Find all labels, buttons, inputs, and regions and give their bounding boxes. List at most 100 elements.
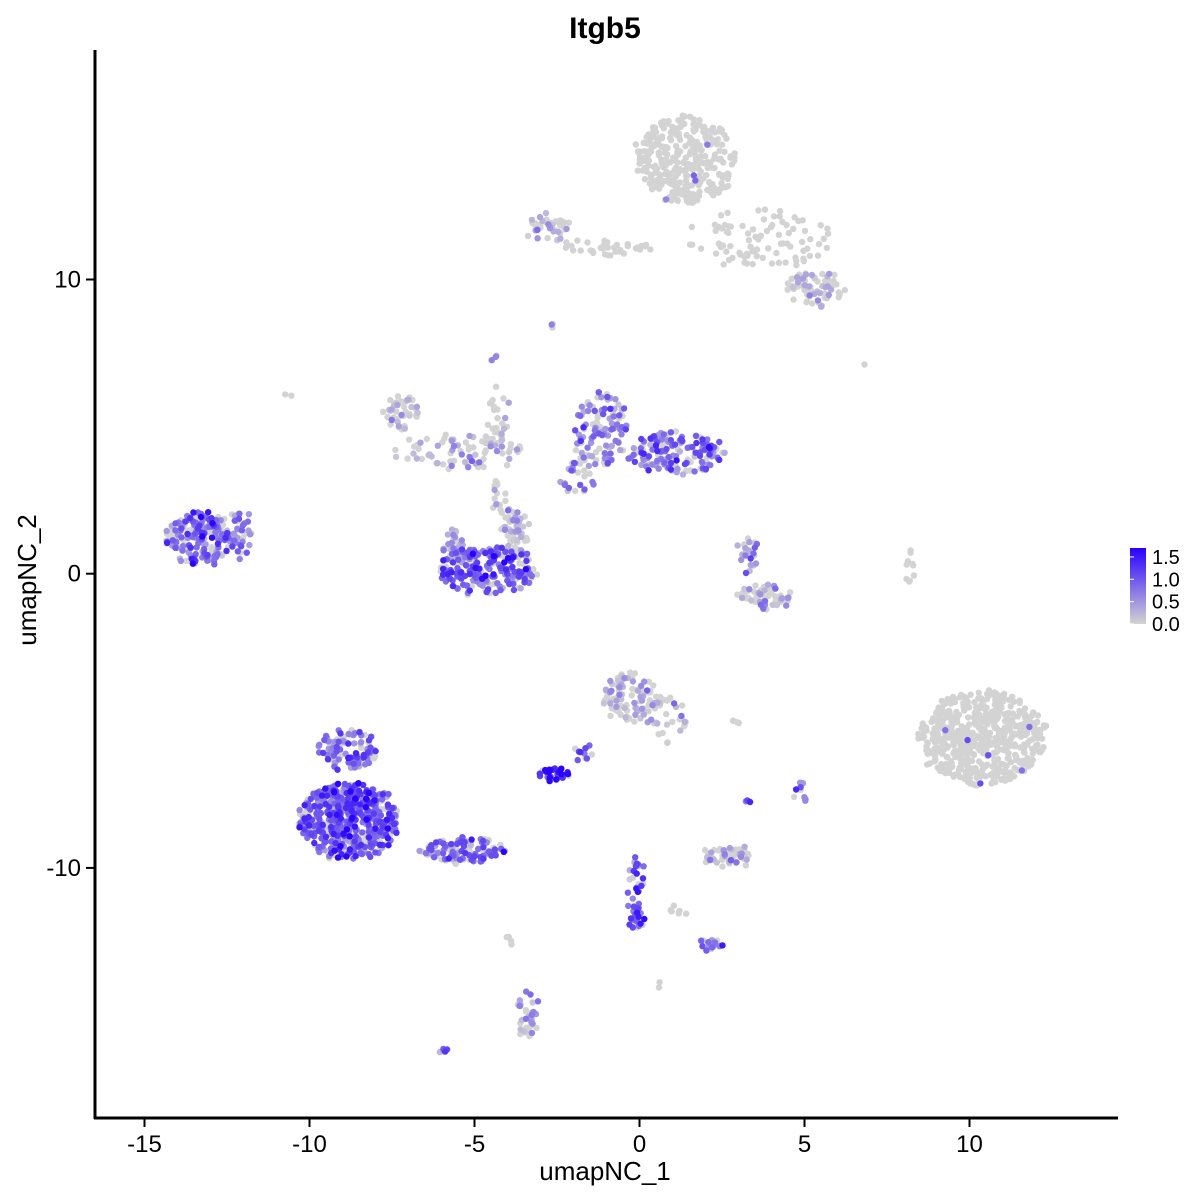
data-point xyxy=(697,153,704,160)
data-point xyxy=(607,450,614,457)
data-point xyxy=(486,559,493,567)
data-point xyxy=(648,716,655,723)
data-point xyxy=(604,459,611,467)
data-point xyxy=(330,830,337,838)
data-point xyxy=(654,699,661,706)
data-point xyxy=(741,585,748,592)
data-point xyxy=(301,802,308,809)
data-point xyxy=(716,438,723,446)
data-point xyxy=(376,841,384,848)
data-point xyxy=(505,542,512,550)
data-point xyxy=(460,581,467,588)
data-point xyxy=(676,165,684,173)
data-point xyxy=(616,691,623,698)
data-point xyxy=(172,544,179,551)
data-point xyxy=(793,274,801,281)
data-point xyxy=(492,383,500,390)
data-point xyxy=(448,569,455,576)
data-point xyxy=(727,242,734,250)
data-point xyxy=(655,151,663,159)
data-point xyxy=(392,453,400,461)
data-point xyxy=(440,547,447,554)
data-point xyxy=(609,425,616,432)
data-point xyxy=(903,561,910,568)
data-point xyxy=(992,757,999,764)
data-point xyxy=(676,907,683,915)
data-point xyxy=(979,698,986,705)
data-point xyxy=(169,537,176,544)
data-point xyxy=(683,132,690,139)
data-point xyxy=(322,800,329,808)
data-point xyxy=(979,766,987,773)
data-point xyxy=(513,446,521,453)
data-point xyxy=(655,141,662,148)
data-point xyxy=(344,800,351,807)
data-point xyxy=(632,711,639,718)
data-point xyxy=(687,148,694,156)
data-point xyxy=(236,555,243,563)
data-point xyxy=(724,175,731,182)
data-point xyxy=(577,481,584,489)
data-point xyxy=(969,741,976,749)
data-point xyxy=(755,207,762,214)
chart-title: Itgb5 xyxy=(569,12,641,45)
data-point xyxy=(600,410,607,418)
data-point xyxy=(455,556,462,563)
data-point xyxy=(947,724,954,731)
data-point xyxy=(586,402,593,409)
data-point xyxy=(450,545,457,552)
data-point xyxy=(595,389,602,396)
data-point xyxy=(761,587,768,594)
data-point xyxy=(480,844,487,851)
data-point xyxy=(239,522,246,529)
data-point xyxy=(787,243,794,250)
data-point xyxy=(488,357,495,364)
data-point xyxy=(986,691,993,699)
data-point xyxy=(387,396,394,404)
data-point xyxy=(671,156,678,163)
data-point xyxy=(645,134,653,141)
data-point xyxy=(990,777,997,785)
data-point xyxy=(716,241,724,248)
data-point xyxy=(565,219,572,226)
data-point xyxy=(659,729,666,737)
data-point xyxy=(450,531,457,539)
data-point xyxy=(574,237,581,244)
data-point xyxy=(363,816,370,823)
data-point xyxy=(645,678,652,685)
data-point xyxy=(973,769,980,776)
data-point xyxy=(493,501,500,508)
data-point xyxy=(671,167,678,174)
data-point xyxy=(626,876,633,883)
data-point xyxy=(1002,737,1009,745)
data-point xyxy=(703,947,710,954)
data-point xyxy=(670,700,678,707)
data-point xyxy=(502,566,510,573)
data-point xyxy=(363,795,370,802)
data-point xyxy=(524,232,532,240)
data-point xyxy=(634,148,642,155)
data-point xyxy=(468,457,476,465)
data-point xyxy=(638,882,645,889)
data-point xyxy=(994,707,1001,714)
data-point xyxy=(665,696,672,703)
data-point xyxy=(625,455,632,462)
data-point xyxy=(668,908,675,915)
data-point xyxy=(504,554,512,562)
data-point xyxy=(737,853,745,860)
data-point xyxy=(1000,769,1008,776)
data-point xyxy=(587,247,594,254)
data-point xyxy=(620,405,628,412)
data-point xyxy=(765,245,772,252)
data-point xyxy=(328,817,335,824)
data-point xyxy=(598,394,605,401)
data-point xyxy=(770,213,778,220)
data-point xyxy=(641,176,649,183)
data-point xyxy=(352,833,359,840)
data-point xyxy=(469,550,476,557)
data-point xyxy=(401,425,408,432)
data-point xyxy=(977,780,984,787)
data-point xyxy=(513,517,521,524)
data-point xyxy=(681,718,688,725)
data-point xyxy=(993,764,1000,771)
